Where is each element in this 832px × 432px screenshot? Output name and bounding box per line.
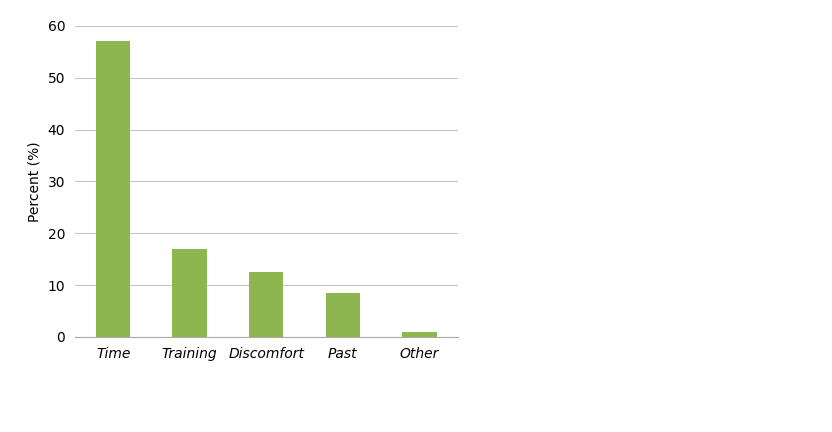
Bar — [96, 41, 131, 337]
Bar — [325, 293, 360, 337]
Y-axis label: Percent (%): Percent (%) — [28, 141, 42, 222]
Bar — [402, 332, 437, 337]
Bar — [249, 272, 284, 337]
Bar — [172, 249, 207, 337]
